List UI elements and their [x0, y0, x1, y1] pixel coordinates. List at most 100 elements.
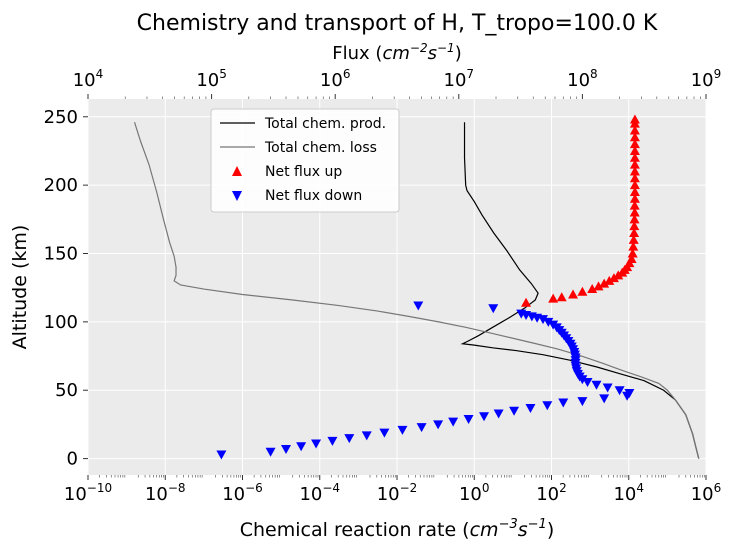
series-3-point-26 [591, 380, 602, 390]
series-2-point-32 [629, 139, 640, 149]
bottom-tick-label-3: 10−4 [299, 481, 340, 505]
series-layer [133, 114, 700, 460]
bottom-axis-label: Chemical reaction rate (cm−3s−1) [240, 517, 555, 541]
series-2-point-23 [629, 200, 640, 210]
series-3-point-56 [413, 301, 424, 311]
bottom-tick-label-2: 10−6 [222, 481, 263, 505]
series-2-point-34 [629, 125, 640, 135]
bottom-tick-label-5: 100 [459, 481, 490, 505]
axes-layer: 10−10 10−8 10−6 10−4 10−2 100 102 104 106 104 105 1… [44, 67, 722, 505]
series-2-point-21 [629, 214, 640, 224]
series-line-0 [460, 122, 700, 459]
series-3-point-21 [599, 394, 610, 404]
series-3-point-11 [433, 420, 444, 430]
series-3-point-48 [548, 320, 559, 330]
series-3-point-18 [542, 401, 553, 411]
series-line-1 [133, 122, 700, 459]
bottom-tick-label-8: 106 [691, 481, 722, 505]
top-tick-label-3: 107 [444, 67, 475, 91]
series-3-point-16 [509, 406, 520, 416]
series-2-point-30 [629, 152, 640, 162]
legend-marker-down [232, 191, 242, 201]
legend: Total chem. prod. Total chem. loss Net f… [210, 108, 400, 213]
series-2-point-26 [629, 180, 640, 190]
bottom-tick-label-4: 10−2 [377, 481, 418, 505]
series-3-point-27 [582, 378, 593, 388]
series-2-point-0 [521, 297, 532, 307]
series-2-point-25 [629, 186, 640, 196]
y-tick-label-2: 100 [44, 312, 78, 333]
series-2-point-22 [629, 207, 640, 217]
series-2-point-4 [577, 286, 588, 296]
series-3-point-24 [614, 386, 625, 396]
y-tick-label-0: 0 [67, 449, 78, 470]
series-3-point-0 [216, 450, 227, 460]
series-2-point-3 [568, 289, 579, 299]
top-tick-label-0: 104 [73, 67, 104, 91]
series-3-point-49 [543, 317, 554, 327]
top-axis-label: Flux (cm−2s−1) [332, 41, 461, 64]
legend-label-down: Net flux down [265, 188, 362, 204]
series-2-point-5 [587, 284, 598, 294]
series-2-point-19 [629, 227, 640, 237]
series-3-point-23 [624, 388, 635, 398]
series-3-point-54 [516, 309, 527, 319]
series-2-point-9 [608, 273, 619, 283]
legend-label-up: Net flux up [265, 164, 342, 180]
series-2-point-28 [629, 166, 640, 176]
series-3-point-2 [281, 445, 292, 455]
series-3-point-8 [379, 428, 390, 438]
legend-label-prod: Total chem. prod. [264, 116, 386, 132]
y-tick-label-1: 50 [55, 380, 78, 401]
series-2-point-27 [629, 173, 640, 183]
series-3-point-4 [311, 439, 322, 449]
series-2-point-15 [626, 253, 637, 263]
series-2-point-7 [599, 278, 610, 288]
series-3-point-17 [525, 404, 536, 414]
series-3-point-6 [344, 434, 355, 444]
series-2-point-29 [629, 159, 640, 169]
series-3-point-20 [577, 397, 588, 407]
y-tick-label-3: 150 [44, 244, 78, 265]
series-2-point-20 [629, 221, 640, 231]
series-2-point-16 [627, 248, 638, 258]
series-3-point-14 [479, 412, 490, 422]
top-tick-label-1: 105 [196, 67, 227, 91]
legend-box [210, 108, 400, 213]
series-3-point-55 [488, 304, 499, 314]
bottom-tick-label-6: 102 [536, 481, 567, 505]
series-2-point-6 [593, 281, 604, 291]
series-3-point-50 [538, 315, 549, 325]
bottom-tick-label-0: 10−10 [64, 481, 112, 505]
y-tick-label-4: 200 [44, 175, 78, 196]
legend-marker-up [232, 166, 242, 176]
chart-title: Chemistry and transport of H, T_tropo=10… [137, 11, 658, 36]
series-3-point-52 [526, 312, 537, 322]
series-2-point-1 [548, 293, 559, 303]
y-axis-label: Altitude (km) [9, 225, 31, 350]
bottom-tick-label-7: 104 [613, 481, 644, 505]
y-tick-label-5: 250 [44, 107, 78, 128]
series-3-point-19 [558, 398, 569, 408]
series-3-point-1 [265, 447, 276, 457]
series-2-point-8 [604, 275, 615, 285]
bottom-tick-label-1: 10−8 [145, 481, 186, 505]
series-3-point-9 [397, 425, 408, 435]
series-2-point-31 [629, 145, 640, 155]
legend-label-loss: Total chem. loss [264, 140, 377, 156]
top-tick-label-4: 108 [567, 67, 598, 91]
series-2-point-18 [628, 234, 639, 244]
series-3-point-25 [602, 383, 613, 393]
series-3-point-5 [327, 436, 338, 446]
series-3-point-13 [463, 414, 474, 424]
series-3-point-10 [416, 423, 427, 433]
series-2-point-33 [629, 132, 640, 142]
series-2-point-36 [629, 114, 640, 124]
top-tick-label-5: 109 [691, 67, 722, 91]
top-tick-label-2: 106 [320, 67, 351, 91]
series-3-point-12 [448, 417, 459, 427]
series-2-point-17 [628, 241, 639, 251]
series-2-point-24 [629, 193, 640, 203]
series-3-point-15 [493, 409, 504, 419]
